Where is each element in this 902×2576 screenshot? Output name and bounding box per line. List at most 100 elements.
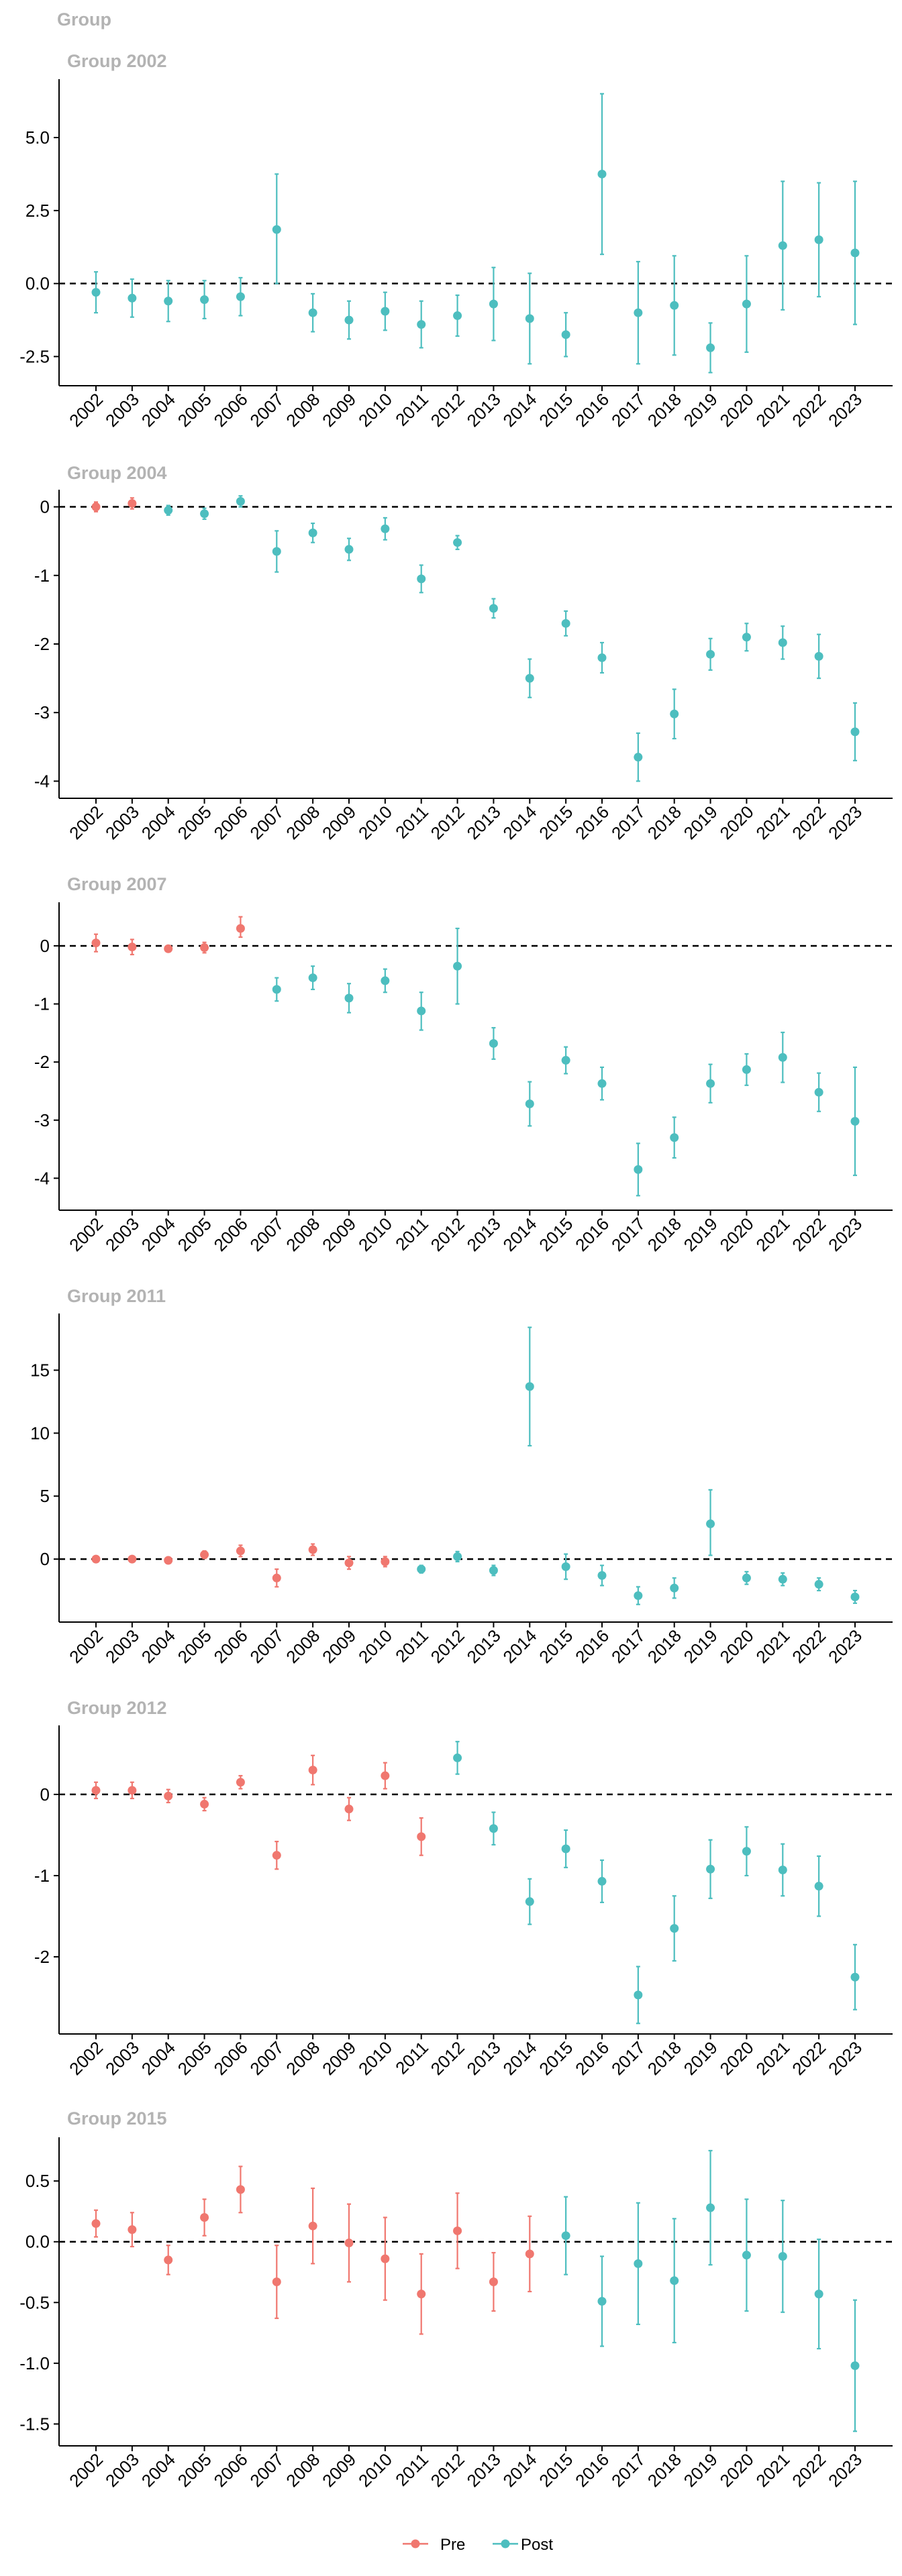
data-point: [561, 1056, 570, 1065]
data-point: [236, 1546, 245, 1556]
x-tick-label: 2011: [391, 1625, 432, 1666]
data-point: [344, 2239, 354, 2248]
x-tick-label: 2020: [716, 802, 758, 843]
x-tick-label: 2007: [246, 2037, 287, 2079]
data-point: [164, 297, 173, 306]
data-point: [814, 651, 823, 661]
data-point: [236, 496, 245, 506]
y-tick-label: 5.0: [26, 127, 50, 148]
data-point: [200, 509, 209, 519]
data-point: [597, 2296, 607, 2306]
x-tick-label: 2022: [788, 2037, 830, 2079]
y-tick-label: -2: [34, 1052, 50, 1072]
data-point: [128, 1554, 137, 1564]
x-tick-label: 2017: [607, 2037, 649, 2079]
y-tick-label: -3: [34, 1110, 50, 1130]
data-point: [670, 1583, 679, 1593]
data-point: [308, 973, 317, 983]
x-tick-label: 2011: [391, 2037, 432, 2078]
x-tick-label: 2015: [535, 1214, 577, 1255]
x-tick-label: 2007: [246, 802, 287, 843]
x-tick-label: 2007: [246, 1214, 287, 1255]
data-point: [597, 169, 607, 178]
data-point: [742, 1847, 751, 1856]
x-tick-label: 2014: [499, 1214, 540, 1255]
x-tick-label: 2016: [571, 2037, 613, 2079]
data-point: [634, 308, 643, 317]
x-tick-label: 2014: [499, 389, 540, 431]
data-point: [91, 2219, 101, 2229]
x-tick-label: 2012: [427, 1214, 468, 1255]
x-tick-label: 2011: [391, 389, 432, 430]
data-point: [417, 574, 426, 584]
x-tick-label: 2002: [65, 802, 107, 843]
data-point: [128, 2225, 137, 2235]
x-tick-label: 2016: [571, 1625, 613, 1667]
x-tick-label: 2004: [138, 1214, 179, 1255]
x-tick-label: 2021: [752, 1625, 793, 1667]
data-point: [272, 225, 281, 234]
x-tick-label: 2009: [318, 1625, 360, 1667]
x-tick-label: 2012: [427, 2449, 468, 2491]
x-tick-label: 2006: [210, 389, 252, 431]
panel: Group 2012-2-102002200320042005200620072…: [34, 1698, 893, 2079]
data-point: [164, 1791, 173, 1801]
x-tick-label: 2007: [246, 1625, 287, 1667]
x-tick-label: 2021: [752, 802, 793, 843]
x-tick-label: 2008: [282, 2449, 323, 2491]
panels: Group 2002-2.50.02.55.020022003200420052…: [19, 51, 893, 2491]
panel-title: Group 2011: [67, 1286, 166, 1306]
x-tick-label: 2010: [354, 1625, 396, 1667]
data-point: [200, 1799, 209, 1809]
y-tick-label: -2: [34, 1947, 50, 1967]
x-tick-label: 2003: [101, 389, 143, 431]
data-point: [778, 1574, 787, 1584]
data-point: [200, 1550, 209, 1560]
x-tick-label: 2017: [607, 2449, 649, 2491]
y-tick-label: 0.5: [26, 2171, 50, 2191]
x-tick-label: 2023: [824, 2037, 866, 2079]
data-point: [128, 943, 137, 952]
data-point: [164, 2255, 173, 2265]
y-tick-label: -4: [34, 1168, 50, 1188]
x-tick-label: 2004: [138, 2037, 179, 2079]
x-tick-label: 2010: [354, 1214, 396, 1255]
data-point: [308, 308, 317, 317]
data-point: [525, 2249, 534, 2259]
data-point: [850, 1116, 860, 1126]
y-tick-label: 0.0: [26, 2232, 50, 2252]
x-tick-label: 2020: [716, 2449, 758, 2491]
data-point: [272, 1851, 281, 1860]
x-tick-label: 2014: [499, 2037, 540, 2079]
legend: Pre Post: [403, 2536, 553, 2554]
data-point: [525, 674, 534, 683]
data-point: [489, 1824, 498, 1833]
x-tick-label: 2021: [752, 389, 793, 431]
x-tick-label: 2004: [138, 802, 179, 843]
data-point: [525, 1897, 534, 1907]
data-point: [742, 299, 751, 309]
x-tick-label: 2022: [788, 2449, 830, 2491]
figure-title: Group: [57, 9, 111, 30]
y-tick-label: 0: [40, 497, 50, 517]
data-point: [597, 653, 607, 662]
panel: Group 2015 -1.5 -1.0 -0.5 0.0 0.5 200220032004…: [19, 2108, 893, 2491]
x-tick-label: 2022: [788, 389, 830, 431]
data-point: [91, 502, 101, 512]
x-tick-label: 2012: [427, 389, 468, 431]
data-point: [850, 248, 860, 258]
x-tick-label: 2014: [499, 2449, 540, 2491]
x-tick-label: 2005: [174, 2037, 215, 2079]
x-tick-label: 2011: [391, 802, 432, 843]
x-tick-label: 2020: [716, 1625, 758, 1667]
x-tick-label: 2006: [210, 802, 252, 843]
x-tick-label: 2017: [607, 802, 649, 843]
x-tick-label: 2009: [318, 2449, 360, 2491]
data-point: [778, 1865, 787, 1874]
y-tick-label: 15: [30, 1360, 50, 1380]
x-tick-label: 2017: [607, 1625, 649, 1667]
data-point: [634, 753, 643, 762]
x-tick-label: 2019: [680, 2449, 721, 2491]
y-tick-label: 2.5: [26, 201, 50, 221]
x-tick-label: 2021: [752, 2037, 793, 2079]
